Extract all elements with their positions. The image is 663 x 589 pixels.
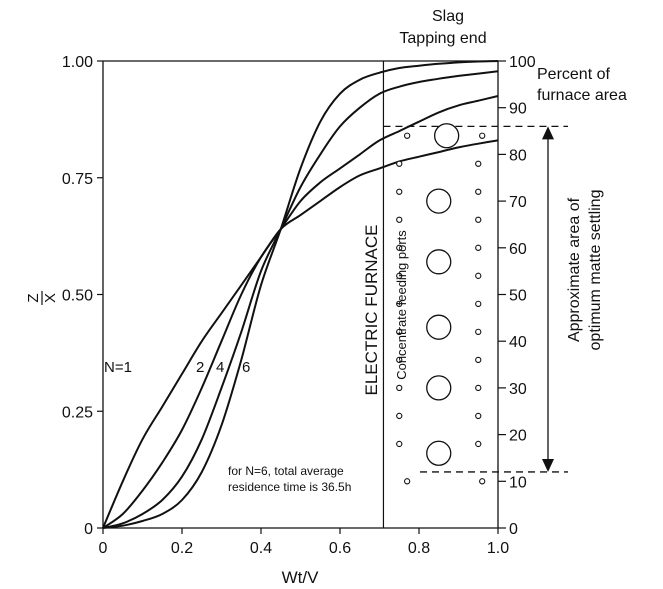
y-tick-label: 0 [84, 521, 93, 538]
small-port [396, 216, 403, 223]
small-port [475, 300, 482, 307]
right-tick-label: 90 [509, 101, 527, 118]
series-line-n1 [102, 139, 499, 529]
small-port [475, 384, 482, 392]
right-axis-label-line1: Percent of [537, 66, 610, 83]
small-port [396, 328, 403, 336]
x-tick-label: 0.8 [408, 540, 430, 557]
x-tick-label: 0.2 [171, 540, 193, 557]
optimum-arrow-head-bottom [542, 458, 554, 472]
small-port [396, 384, 403, 392]
curve-label: 6 [242, 359, 250, 376]
small-port [475, 272, 482, 279]
x-tick-label: 0.4 [250, 540, 272, 557]
series-line-2 [102, 95, 499, 529]
y-tick-label: 0.75 [62, 171, 93, 188]
right-tick-label: 70 [509, 194, 527, 211]
small-port [396, 356, 403, 364]
small-port [396, 272, 403, 279]
right-tick-label: 20 [509, 428, 527, 445]
small-port [475, 356, 482, 364]
large-feeding-port [426, 375, 452, 401]
large-feeding-port [426, 188, 452, 214]
y-tick-label: 0.50 [62, 288, 93, 305]
large-feeding-port [426, 314, 452, 340]
right-tick-label: 10 [509, 474, 527, 491]
ports-label: Concentrate feeding ports [394, 230, 409, 380]
x-tick-label: 0 [99, 540, 108, 557]
x-axis-label: Wt/V [282, 568, 319, 587]
small-port [475, 188, 482, 195]
right-tick-label: 30 [509, 381, 527, 398]
right-tick-label: 40 [509, 334, 527, 351]
right-tick-label: 60 [509, 241, 527, 258]
optimum-label-line1: Approximate area of [566, 197, 583, 342]
right-tick-label: 80 [509, 147, 527, 164]
small-port [396, 412, 403, 420]
annot-layer: N=1 2 4 6 [104, 61, 568, 528]
note-line1: for N=6, total average [228, 464, 344, 478]
series-line-6 [102, 60, 499, 529]
right-tick-label: 0 [509, 521, 518, 538]
curve-layer [102, 60, 499, 529]
series-line-4 [102, 70, 499, 529]
x-tick-label: 0.6 [329, 540, 351, 557]
small-port [475, 244, 482, 251]
small-port [403, 132, 411, 139]
small-port [479, 478, 486, 485]
small-port [396, 300, 403, 307]
top-label-slag: Slag [432, 8, 464, 25]
right-tick-label: 100 [509, 54, 536, 71]
x-tick-label: 1.0 [487, 540, 509, 557]
small-port [396, 188, 403, 195]
small-port [475, 160, 482, 167]
large-feeding-port [426, 440, 452, 466]
small-port [479, 132, 486, 139]
small-port [396, 160, 403, 167]
optimum-label-line2: optimum matte settling [587, 190, 604, 351]
furnace-label: ELECTRIC FURNACE [362, 225, 381, 396]
small-port [475, 412, 482, 420]
note-line2: residence time is 36.5h [228, 480, 351, 494]
small-port [475, 440, 482, 448]
curve-label: 2 [196, 359, 204, 376]
small-port [403, 478, 411, 485]
y-axis-label: Z X [25, 291, 59, 305]
y-tick-label: 0.25 [62, 404, 93, 421]
axis-layer: 00.250.500.751.000 0.2 0.4 0.6 0.8 1.00102030… [62, 54, 536, 557]
y-axis-label-numerator: Z [25, 293, 42, 302]
large-feeding-port [433, 123, 460, 149]
right-tick-label: 50 [509, 288, 527, 305]
curve-label: 4 [216, 359, 224, 376]
top-label-tapping-end: Tapping end [399, 30, 486, 47]
optimum-arrow-head-top [542, 126, 554, 140]
small-port [396, 440, 403, 448]
large-feeding-port [426, 249, 452, 275]
small-port [475, 216, 482, 223]
small-port [475, 328, 482, 336]
right-axis-label-line2: furnace area [537, 87, 627, 104]
y-axis-label-denominator: X [42, 293, 59, 303]
curve-label: N=1 [104, 359, 132, 376]
small-port [396, 244, 403, 251]
y-tick-label: 1.00 [62, 54, 93, 71]
